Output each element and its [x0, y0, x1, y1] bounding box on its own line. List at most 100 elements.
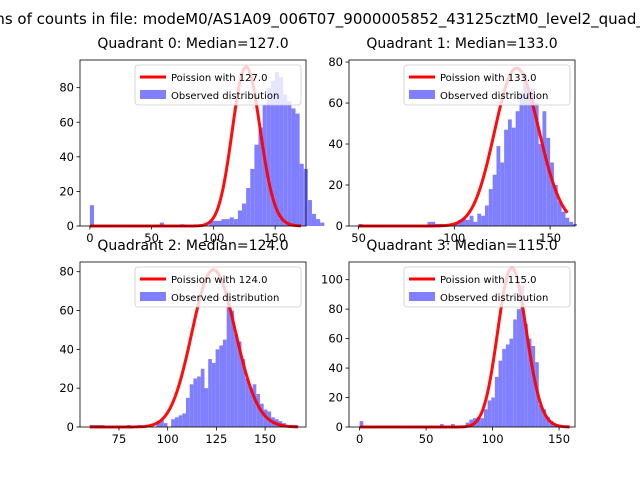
histogram-bar	[299, 163, 304, 226]
axes-frame	[79, 59, 307, 227]
histogram-bar	[279, 77, 284, 227]
y-tick-label: 60	[328, 332, 343, 346]
quadrant-3-bars	[359, 285, 561, 427]
quadrant-3-legend-hist-label: Observed distribution	[440, 293, 548, 304]
histogram-bar	[494, 376, 499, 427]
x-tick-label: 50	[144, 231, 159, 245]
histogram-bar	[230, 310, 235, 427]
quadrant-3-legend-frame	[403, 266, 571, 308]
histogram-bar	[542, 409, 547, 427]
histogram-bar	[221, 219, 226, 226]
histogram-bar	[504, 129, 508, 226]
histogram-bar	[189, 384, 194, 427]
x-tick-label: 150	[254, 432, 276, 446]
y-tick-label: 100	[321, 273, 343, 287]
x-tick-label: 100	[482, 432, 504, 446]
histogram-bar	[531, 345, 536, 427]
histogram-bar	[483, 409, 488, 427]
histogram-bar	[359, 421, 364, 427]
quadrant-0-title: Quadrant 0: Median=127.0	[97, 36, 288, 52]
histogram-bar	[520, 285, 525, 427]
histogram-bar	[546, 137, 551, 226]
quadrant-1-legend-hist-label: Observed distribution	[440, 91, 548, 102]
x-tick-label: 0	[86, 231, 93, 245]
histogram-bar	[473, 221, 478, 226]
y-tick-label: 80	[328, 302, 343, 316]
histogram-bar	[524, 323, 528, 427]
y-tick-label: 0	[336, 420, 343, 434]
histogram-bar	[178, 415, 183, 427]
histogram-bar	[480, 418, 484, 427]
x-tick-label: 0	[356, 432, 363, 446]
histogram-bar	[307, 200, 312, 226]
histogram-bar	[254, 144, 259, 226]
x-tick-label: 150	[548, 432, 570, 446]
histogram-bar	[287, 101, 292, 226]
x-tick-label: 150	[539, 231, 561, 245]
histogram-bar	[225, 219, 230, 226]
quadrant-0-legend: Poission with 127.0 Observed distributio…	[134, 64, 302, 106]
histogram-bar	[193, 378, 198, 427]
quadrant-0-legend-hist-swatch	[140, 90, 166, 99]
histogram-bar	[492, 174, 497, 226]
histogram-bar	[523, 74, 528, 227]
histogram-bar	[527, 338, 532, 427]
histogram-bar	[534, 103, 539, 226]
histogram-bar	[496, 146, 501, 226]
axes-frame	[348, 59, 576, 227]
histogram-bar	[258, 127, 263, 226]
histogram-bar	[233, 219, 238, 226]
histogram-bar	[197, 376, 201, 427]
x-tick-label: 100	[157, 432, 179, 446]
histogram-bar	[248, 388, 253, 427]
quadrant-1-legend: Poission with 133.0 Observed distributio…	[403, 64, 571, 106]
y-tick-label: 60	[328, 96, 343, 110]
histogram-bar	[500, 162, 505, 226]
quadrant-3-legend-hist-swatch	[409, 292, 435, 301]
x-tick-label: 150	[264, 231, 286, 245]
quadrant-2-panel: Quadrant 2: Median=124.0 75 100 125 150 0 20 4…	[59, 238, 307, 446]
histogram-bar	[427, 221, 432, 226]
quadrant-0-legend-hist-label: Observed distribution	[171, 91, 279, 102]
histogram-bar	[311, 213, 317, 226]
histogram-bar	[291, 108, 296, 226]
histogram-bar	[237, 210, 243, 226]
histogram-bar	[213, 220, 218, 226]
histogram-bar	[476, 416, 481, 427]
histogram-bar	[530, 88, 535, 226]
quadrant-3-legend-poisson-label: Poission with 115.0	[440, 275, 536, 286]
histogram-bar	[557, 201, 562, 226]
histogram-bar	[160, 419, 164, 427]
histogram-bar	[266, 87, 271, 227]
quadrant-3-axes: 0 50 100 150 0 20 40 60 80 100	[321, 261, 576, 446]
histogram-bar	[527, 90, 531, 226]
histogram-bar	[488, 189, 493, 226]
histogram-bar	[237, 341, 242, 427]
histogram-bar	[270, 80, 275, 226]
histogram-bar	[515, 111, 520, 226]
histogram-bar	[241, 359, 246, 427]
quadrant-3-panel: Quadrant 3: Median=115.0 0 50 100 150 0 20 40 6…	[321, 238, 576, 446]
histogram-bar	[538, 404, 543, 427]
axes-frame	[348, 261, 576, 428]
histogram-bar	[561, 211, 566, 226]
histogram-bar	[215, 349, 220, 427]
y-tick-label: 0	[336, 219, 343, 233]
y-tick-label: 40	[59, 150, 74, 164]
quadrant-3-title: Quadrant 3: Median=115.0	[366, 238, 557, 254]
y-tick-label: 40	[59, 342, 74, 356]
histogram-bar	[462, 217, 466, 226]
histogram-bar	[509, 338, 514, 427]
histogram-bar	[274, 72, 280, 227]
histogram-bar	[219, 345, 224, 427]
quadrant-1-title: Quadrant 1: Median=133.0	[366, 36, 557, 52]
histogram-bar	[491, 397, 495, 427]
y-tick-label: 20	[59, 381, 74, 395]
histogram-bar	[542, 111, 547, 226]
histogram-bar	[484, 205, 489, 226]
quadrant-1-legend-frame	[403, 64, 571, 106]
figure-suptitle: Histograms of counts in file: modeM0/AS1…	[0, 10, 640, 29]
histogram-bar	[234, 333, 238, 427]
quadrant-2-legend-poisson-label: Poission with 124.0	[171, 275, 267, 286]
